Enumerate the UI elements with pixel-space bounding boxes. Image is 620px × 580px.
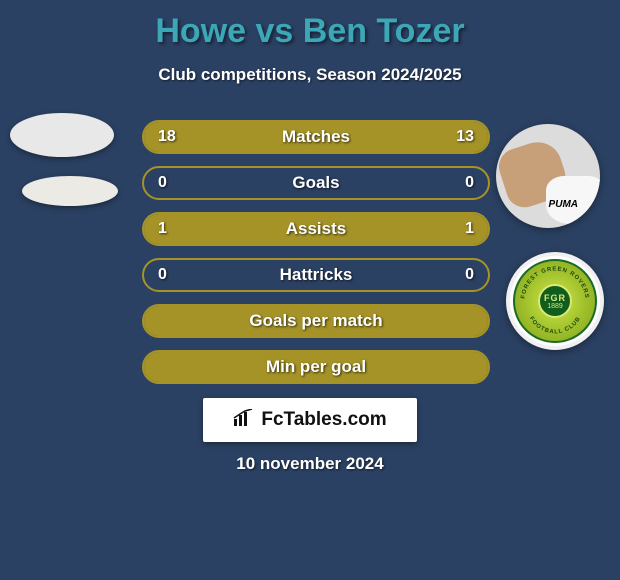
stat-value-right: 0 [465,260,474,290]
stat-value-left: 18 [158,122,176,152]
stat-row: Matches18 13 [142,120,490,154]
shirt-brand-text: PUMA [549,199,578,210]
date-text: 10 november 2024 [0,454,620,474]
root-container: Howe vs Ben Tozer Club competitions, Sea… [0,0,620,580]
stat-label: Min per goal [144,352,488,382]
stat-row: Hattricks0 0 [142,258,490,292]
left-player-avatar-shape-2 [22,176,118,206]
stat-label: Goals per match [144,306,488,336]
stat-value-right: 13 [456,122,474,152]
stat-row: Min per goal [142,350,490,384]
stat-label: Matches [144,122,488,152]
badge-inner: FOREST GREEN ROVERS FOOTBALL CLUB FGR 18… [513,259,597,343]
page-title: Howe vs Ben Tozer [0,0,620,51]
stat-value-left: 1 [158,214,167,244]
stat-label: Assists [144,214,488,244]
stat-label: Goals [144,168,488,198]
subtitle: Club competitions, Season 2024/2025 [0,65,620,85]
stat-label: Hattricks [144,260,488,290]
svg-text:FOOTBALL CLUB: FOOTBALL CLUB [528,316,582,336]
stat-value-left: 0 [158,260,167,290]
stat-row: Goals per match [142,304,490,338]
badge-ring-text: FOREST GREEN ROVERS FOOTBALL CLUB [515,261,595,341]
svg-text:FOREST GREEN ROVERS: FOREST GREEN ROVERS [521,267,590,300]
left-player-avatar-shape-1 [10,113,114,157]
stats-table: Matches1813Goals00Assists11Hattricks00Go… [142,120,490,396]
stat-value-right: 0 [465,168,474,198]
stat-row: Goals0 0 [142,166,490,200]
branding-box[interactable]: FcTables.com [203,398,417,442]
branding-chart-icon [233,409,255,432]
stat-value-right: 1 [465,214,474,244]
stat-row: Assists1 1 [142,212,490,246]
stat-value-left: 0 [158,168,167,198]
right-club-badge: FOREST GREEN ROVERS FOOTBALL CLUB FGR 18… [506,252,604,350]
right-player-avatar: PUMA [496,124,600,228]
branding-text: FcTables.com [261,409,386,431]
